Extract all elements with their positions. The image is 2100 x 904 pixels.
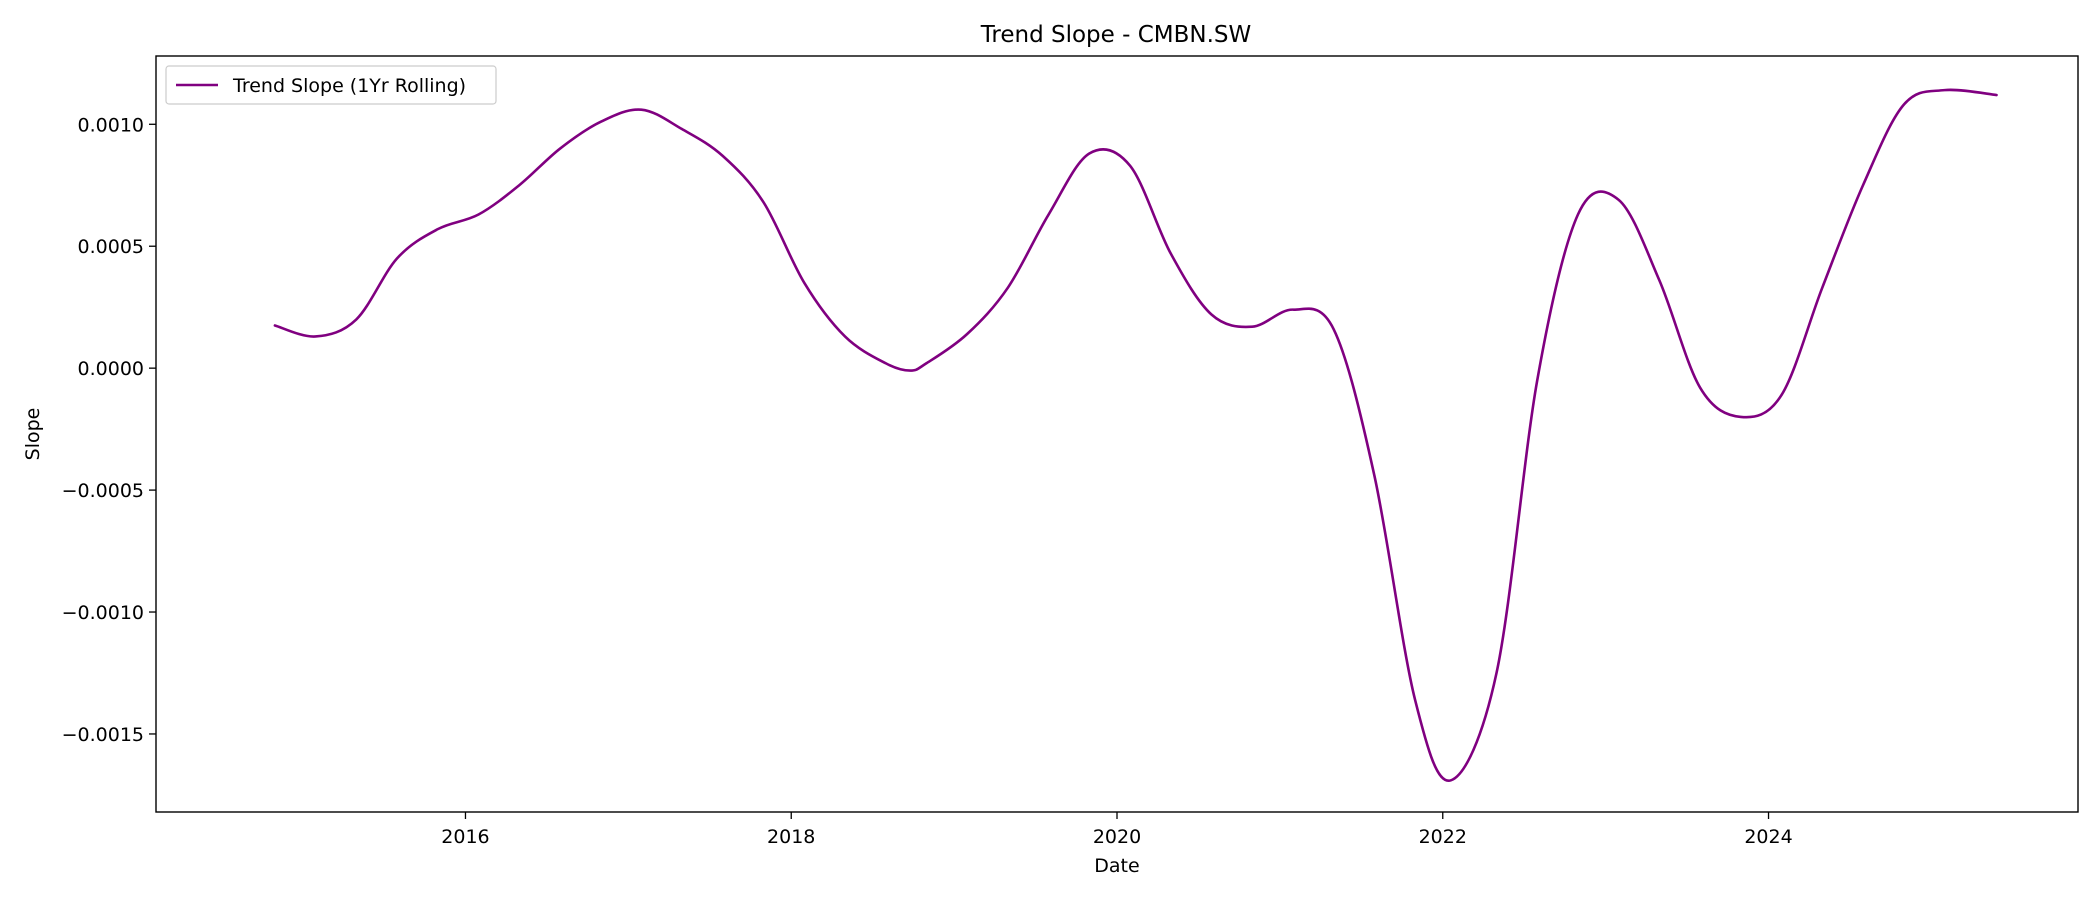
x-tick-label: 2022 [1419,826,1467,848]
x-tick-label: 2020 [1093,826,1141,848]
chart-title: Trend Slope - CMBN.SW [980,22,1252,48]
y-axis-ticks: 0.0010 0.0005 0.0000 −0.0005 −0.0010 −0.0015 [62,114,156,746]
y-tick-label: −0.0005 [62,480,144,502]
legend: Trend Slope (1Yr Rolling) [165,65,497,105]
y-tick-label: −0.0010 [62,602,144,624]
y-axis-label: Slope [22,408,44,461]
x-axis-ticks: 2016 2018 2020 2022 2024 [441,812,1793,848]
plot-frame [155,55,2079,813]
x-tick-label: 2024 [1744,826,1792,848]
y-tick-label: 0.0000 [78,358,144,380]
plot-area [273,88,1998,782]
y-tick-label: 0.0005 [78,236,144,258]
legend-box [165,65,497,105]
x-tick-label: 2016 [441,826,489,848]
legend-entry-label: Trend Slope (1Yr Rolling) [232,75,466,97]
y-tick-label: 0.0010 [78,114,144,136]
series-line-trend-slope [273,88,1998,782]
x-axis-label: Date [1094,855,1139,877]
y-tick-label: −0.0015 [62,724,144,746]
x-tick-label: 2018 [767,826,815,848]
